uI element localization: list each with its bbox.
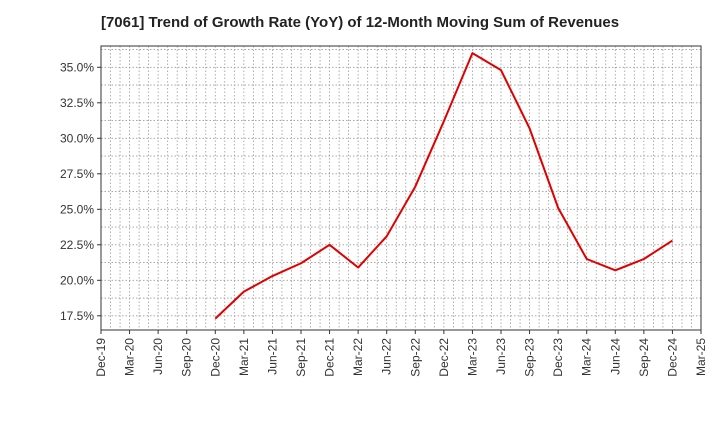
y-tick-label: 20.0% [60,273,94,287]
chart-title: [7061] Trend of Growth Rate (YoY) of 12-… [100,14,620,31]
x-axis-ticks: Dec-19 Mar-20 Jun-20 Sep-20 Dec-20 Mar-21 Jun-… [94,330,708,377]
x-tick-label: Dec-20 [208,338,222,377]
x-tick-label: Jun-24 [608,338,622,375]
grid-lines [101,46,701,330]
x-tick-label: Dec-22 [437,338,451,377]
x-tick-label: Mar-25 [694,338,708,376]
x-tick-label: Mar-20 [123,338,137,376]
y-tick-label: 17.5% [60,309,94,323]
x-tick-label: Jun-21 [265,338,279,375]
x-tick-label: Dec-19 [94,338,108,377]
x-tick-label: Jun-23 [494,338,508,375]
x-tick-label: Sep-21 [294,338,308,377]
plot-frame [100,45,702,331]
x-tick-label: Sep-23 [523,338,537,377]
x-tick-label: Jun-22 [380,338,394,375]
x-tick-label: Mar-24 [580,338,594,376]
y-tick-label: 22.5% [60,238,94,252]
y-axis-ticks: 17.5% 20.0% 22.5% 25.0% 27.5% 30.0% 32.5% 35.0% [60,60,101,323]
x-tick-label: Mar-21 [237,338,251,376]
series-layer [214,52,673,320]
y-tick-label: 32.5% [60,96,94,110]
x-tick-label: Sep-20 [180,338,194,377]
x-tick-label: Jun-20 [151,338,165,375]
y-tick-label: 27.5% [60,167,94,181]
y-tick-label: 30.0% [60,131,94,145]
x-tick-label: Dec-24 [665,338,679,377]
x-tick-label: Mar-22 [351,338,365,376]
x-tick-label: Mar-23 [465,338,479,376]
x-tick-label: Sep-22 [408,338,422,377]
x-tick-label: Dec-21 [323,338,337,377]
x-tick-label: Sep-24 [637,338,651,377]
y-tick-label: 35.0% [60,60,94,74]
y-tick-label: 25.0% [60,202,94,216]
x-tick-label: Dec-23 [551,338,565,377]
